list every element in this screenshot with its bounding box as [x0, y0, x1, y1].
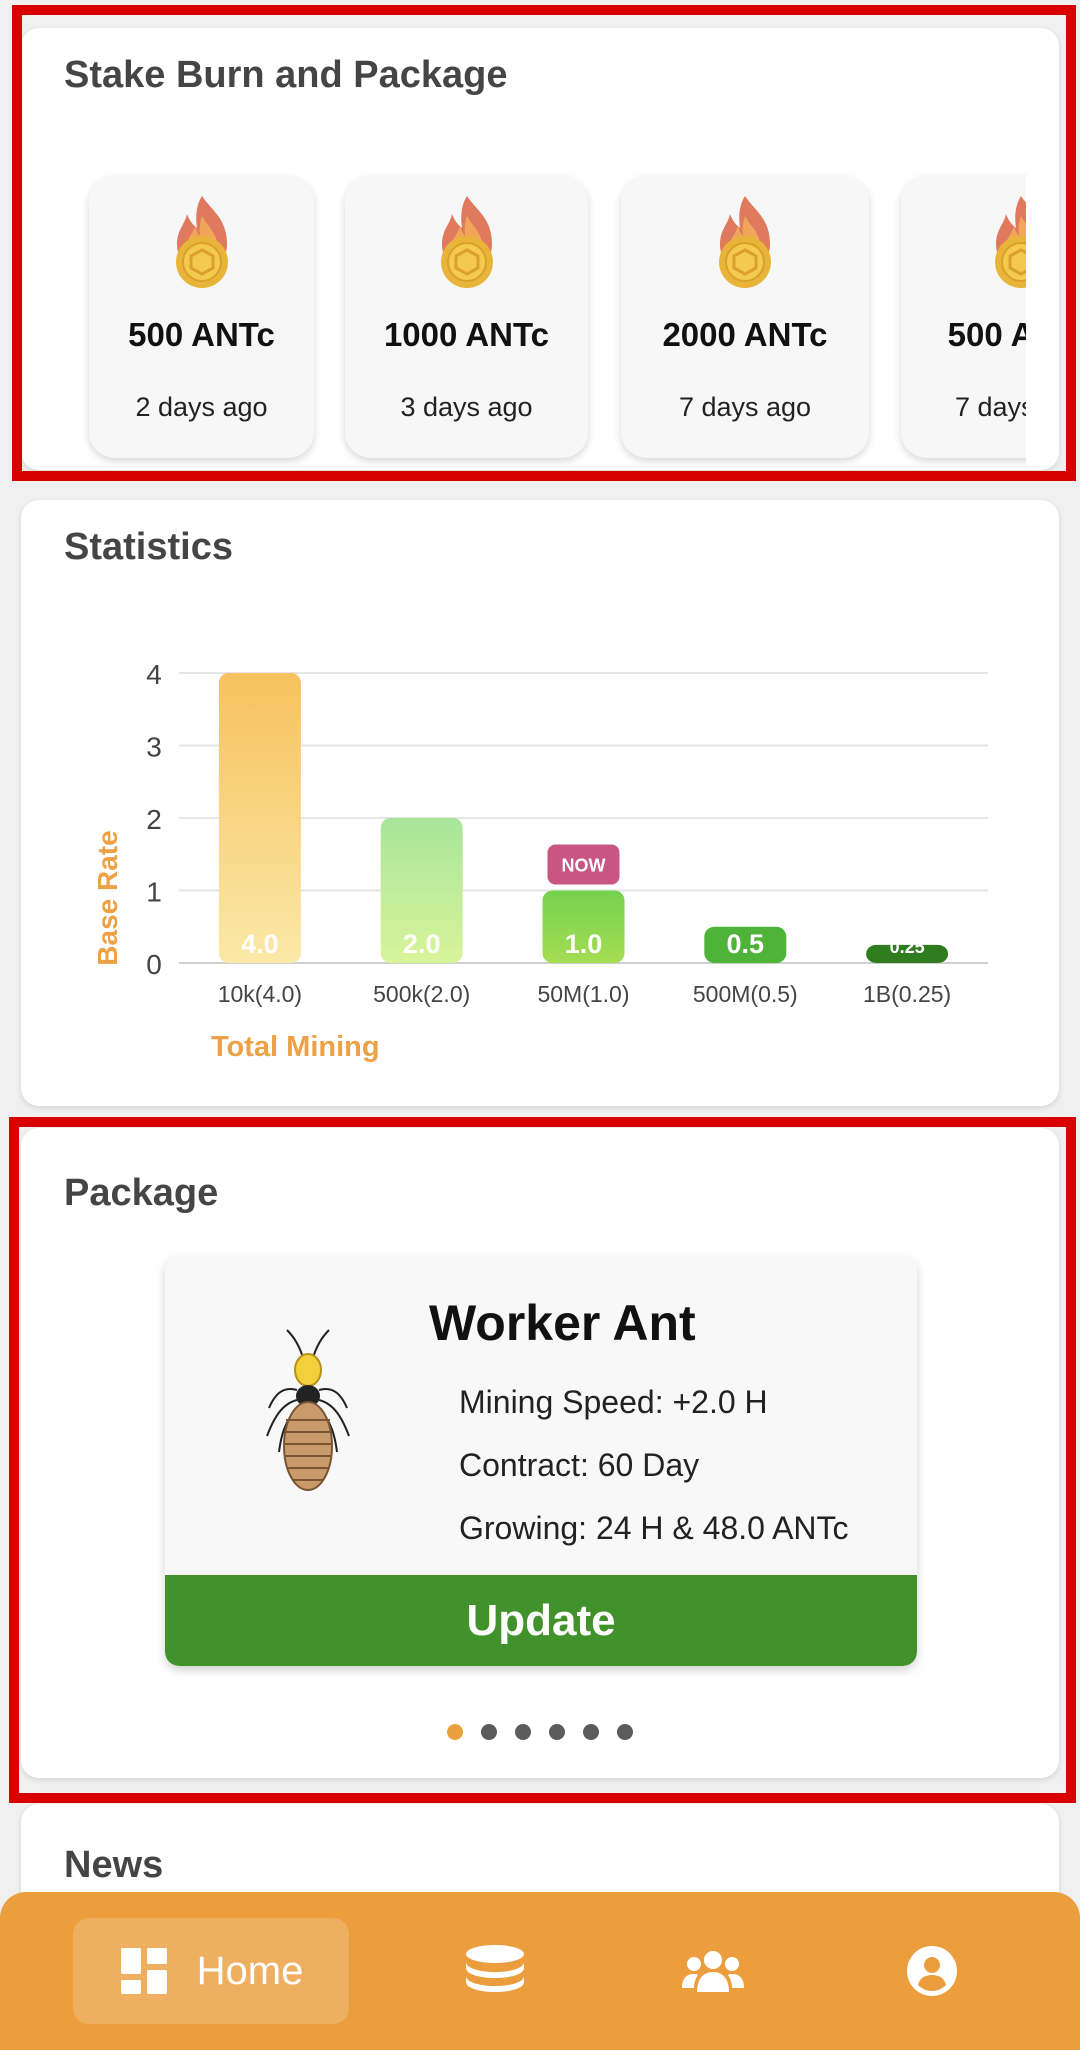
stake-amount: 500 ANTc [947, 316, 1026, 353]
bar [542, 890, 625, 963]
worker-ant-icon [266, 1329, 350, 1491]
page-dot[interactable] [617, 1724, 633, 1740]
now-badge [547, 844, 620, 885]
stake-time: 7 days ago [954, 392, 1026, 422]
stake-amount: 500 ANTc [128, 316, 275, 353]
nav-home-label: Home [196, 1948, 304, 1993]
stake-item[interactable]: 500 ANTc 7 days ago [901, 176, 1026, 458]
y-axis-label: Base Rate [92, 830, 123, 965]
dashboard-icon [120, 1948, 167, 1994]
x-axis-label: Total Mining [211, 1031, 380, 1063]
x-tick-label: 1B(0.25) [863, 981, 951, 1007]
stake-time: 2 days ago [135, 392, 268, 422]
y-tick-label: 3 [146, 732, 162, 763]
page-dot[interactable] [583, 1724, 599, 1740]
package-mining-speed: Mining Speed: +2.0 H [459, 1384, 768, 1420]
bottom-navigation: Home [0, 1892, 1080, 2050]
package-title: Package [64, 1172, 219, 1214]
bar-value-label: 2.0 [403, 929, 441, 959]
nav-home[interactable]: Home [73, 1918, 349, 2024]
nav-profile[interactable] [882, 1918, 982, 2024]
bar-value-label: 1.0 [565, 929, 603, 959]
x-tick-label: 50M(1.0) [537, 981, 629, 1007]
bar-value-label: 4.0 [241, 929, 279, 959]
stake-section-title: Stake Burn and Package [64, 54, 508, 96]
now-badge-label: NOW [562, 856, 606, 876]
nav-team[interactable] [663, 1918, 763, 2024]
stake-amount: 1000 ANTc [383, 316, 550, 353]
x-tick-label: 500k(2.0) [373, 981, 470, 1007]
coins-icon [466, 1945, 524, 1992]
y-tick-label: 2 [146, 804, 162, 835]
y-tick-label: 1 [146, 877, 162, 908]
account-icon [907, 1946, 957, 1996]
x-tick-label: 10k(4.0) [218, 981, 302, 1007]
y-tick-label: 0 [146, 949, 162, 980]
nav-wallet[interactable] [445, 1918, 545, 2024]
page-dot[interactable] [447, 1724, 463, 1740]
news-title: News [64, 1844, 164, 1886]
bar-value-label: 0.5 [727, 929, 765, 959]
x-tick-label: 500M(0.5) [693, 981, 798, 1007]
page-dot[interactable] [515, 1724, 531, 1740]
stake-item[interactable]: 2000 ANTc 7 days ago [621, 176, 869, 458]
package-card: Package [21, 1128, 1059, 1778]
package-name: Worker Ant [429, 1295, 696, 1351]
fire-coin-icon [995, 196, 1026, 288]
team-icon [682, 1951, 744, 1992]
stake-carousel[interactable]: 500 ANTc 2 days ago 1000 ANTc 3 days ago [69, 148, 1026, 468]
fire-coin-icon [440, 196, 493, 288]
stake-amount: 2000 ANTc [662, 316, 828, 353]
update-button[interactable]: Update [165, 1575, 917, 1666]
stake-burn-card: Stake Burn and Package 500 ANTc 2 days a… [21, 28, 1059, 470]
fire-coin-icon [175, 196, 228, 288]
bar [866, 944, 949, 963]
package-contract: Contract: 60 Day [459, 1447, 700, 1483]
page-dot[interactable] [549, 1724, 565, 1740]
statistics-card: Statistics 0 1 2 3 4 4.0 10k(4.0) 2.0 500k(2.0) 1… [21, 500, 1059, 1106]
page-dot[interactable] [481, 1724, 497, 1740]
stake-time: 3 days ago [400, 392, 533, 422]
fire-coin-icon [719, 196, 771, 288]
statistics-title: Statistics [64, 526, 233, 568]
carousel-pagination [21, 1724, 1059, 1740]
package-slide[interactable]: Worker Ant Mining Speed: +2.0 H Contract… [165, 1256, 917, 1666]
stake-item[interactable]: 1000 ANTc 3 days ago [345, 176, 588, 458]
bar-value-label: 0.25 [890, 937, 925, 957]
y-tick-label: 4 [146, 659, 162, 690]
bar [704, 926, 787, 963]
base-rate-bar-chart: 0 1 2 3 4 4.0 10k(4.0) 2.0 500k(2.0) 1.0 50M(1.0) N… [92, 659, 988, 1063]
stake-item[interactable]: 500 ANTc 2 days ago [89, 176, 314, 458]
package-growing: Growing: 24 H & 48.0 ANTc [459, 1510, 849, 1546]
bar [380, 818, 463, 963]
bar [218, 673, 301, 963]
stake-time: 7 days ago [678, 392, 812, 422]
